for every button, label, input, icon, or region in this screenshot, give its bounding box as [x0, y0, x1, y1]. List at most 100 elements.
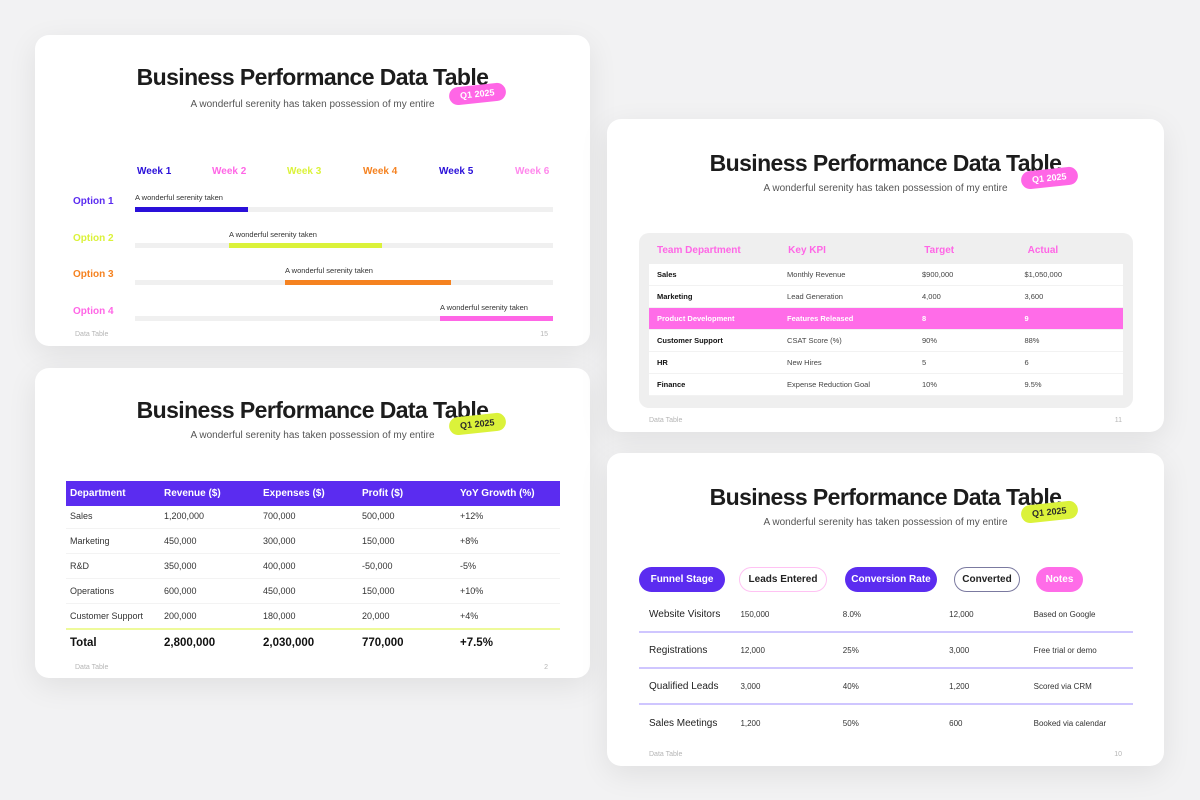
- cell: Operations: [70, 586, 115, 596]
- cell: Booked via calendar: [1033, 718, 1107, 728]
- cell: +10%: [460, 586, 484, 596]
- slide-subtitle: A wonderful serenity has taken possessio…: [763, 183, 1008, 194]
- table-row: Sales 1,200,000 700,000 500,000 +12%: [66, 504, 560, 529]
- option-label-2: Option 2: [73, 233, 114, 244]
- table-row: Customer Support 200,000 180,000 20,000 …: [66, 604, 560, 629]
- cell: 1,200: [740, 718, 761, 728]
- financial-slide[interactable]: Business Performance Data Table A wonder…: [35, 368, 590, 678]
- footer-label: Data Table: [75, 664, 109, 671]
- cell: Sales: [70, 511, 93, 521]
- cell: $900,000: [922, 270, 954, 279]
- week-label-3: Week 3: [287, 166, 322, 177]
- cell: 12,000: [949, 609, 974, 619]
- timeline-track-4: [135, 316, 553, 321]
- cell: 2,800,000: [164, 636, 216, 649]
- header-target: Target: [924, 245, 955, 256]
- cell: 9: [1024, 314, 1029, 323]
- cell: 3,000: [949, 645, 970, 655]
- funnel-slide[interactable]: Business Performance Data Table A wonder…: [607, 453, 1164, 766]
- cell: 20,000: [362, 611, 390, 621]
- cell: +12%: [460, 511, 484, 521]
- slide-title: Business Performance Data Table: [136, 64, 489, 90]
- timeline-bar-3[interactable]: [285, 280, 451, 285]
- timeline-track-2: [135, 243, 553, 248]
- slide-title: Business Performance Data Table: [136, 397, 489, 423]
- header-pill-leads-entered[interactable]: Leads Entered: [739, 567, 827, 592]
- cell: Expense Reduction Goal: [787, 380, 871, 389]
- week-label-2: Week 2: [212, 166, 247, 177]
- cell: Free trial or demo: [1033, 645, 1097, 655]
- header-key-kpi: Key KPI: [788, 245, 826, 256]
- cell: Sales Meetings: [649, 717, 718, 729]
- header-pill-converted[interactable]: Converted: [954, 567, 1020, 592]
- table-row: Finance Expense Reduction Goal 10% 9.5%: [649, 374, 1123, 396]
- cell: +4%: [460, 611, 479, 621]
- cell: 9.5%: [1024, 380, 1042, 389]
- kpi-table-card: Team Department Key KPI Target Actual Sa…: [639, 233, 1133, 408]
- cell: 1,200,000: [164, 511, 205, 521]
- header-department: Department: [70, 488, 126, 499]
- cell: Lead Generation: [787, 292, 843, 301]
- footer-label: Data Table: [649, 417, 683, 424]
- table-row: Marketing Lead Generation 4,000 3,600: [649, 286, 1123, 308]
- option-label-4: Option 4: [73, 306, 114, 317]
- timeline-bar-4[interactable]: [440, 316, 553, 321]
- cell: Total: [70, 636, 97, 649]
- page-number: 2: [544, 664, 548, 671]
- cell: 3,000: [740, 681, 761, 691]
- cell: 5: [922, 358, 927, 367]
- cell: 500,000: [362, 511, 395, 521]
- cell: 8.0%: [842, 609, 862, 619]
- cell: Registrations: [649, 644, 708, 656]
- kpi-slide[interactable]: Business Performance Data Table A wonder…: [607, 119, 1164, 432]
- cell: $1,050,000: [1024, 270, 1063, 279]
- header-pill-conversion-rate[interactable]: Conversion Rate: [845, 567, 937, 592]
- cell: Product Development: [657, 314, 735, 323]
- table-row: Qualified Leads 3,000 40% 1,200 Scored v…: [639, 669, 1133, 705]
- cell: +8%: [460, 536, 479, 546]
- cell: CSAT Score (%): [787, 336, 842, 345]
- timeline-track-1: [135, 207, 553, 212]
- week-label-1: Week 1: [137, 166, 172, 177]
- table-row: Customer Support CSAT Score (%) 90% 88%: [649, 330, 1123, 352]
- header-pill-funnel-stage[interactable]: Funnel Stage: [639, 567, 725, 592]
- table-row: Marketing 450,000 300,000 150,000 +8%: [66, 529, 560, 554]
- cell: 2,030,000: [263, 636, 315, 649]
- slide-subtitle: A wonderful serenity has taken possessio…: [190, 99, 435, 110]
- cell: 50%: [842, 718, 859, 728]
- cell: 300,000: [263, 536, 296, 546]
- footer-label: Data Table: [649, 751, 683, 758]
- cell: Based on Google: [1033, 609, 1096, 619]
- option-label-1: Option 1: [73, 196, 114, 207]
- cell: 450,000: [164, 536, 197, 546]
- cell: 400,000: [263, 561, 296, 571]
- cell: 450,000: [263, 586, 296, 596]
- table-row: HR New Hires 5 6: [649, 352, 1123, 374]
- timeline-bar-2[interactable]: [229, 243, 382, 248]
- table-row: Registrations 12,000 25% 3,000 Free tria…: [639, 633, 1133, 669]
- cell: 150,000: [740, 609, 770, 619]
- cell: -50,000: [362, 561, 393, 571]
- slide-subtitle: A wonderful serenity has taken possessio…: [763, 517, 1008, 528]
- cell: Marketing: [657, 292, 693, 301]
- header-pill-notes[interactable]: Notes: [1036, 567, 1083, 592]
- cell: Customer Support: [657, 336, 723, 345]
- cell: 770,000: [362, 636, 404, 649]
- cell: 1,200: [949, 681, 970, 691]
- cell: 200,000: [164, 611, 197, 621]
- table-row-highlighted: Product Development Features Released 8 …: [649, 308, 1123, 330]
- bar-label-4: A wonderful serenity taken: [440, 303, 528, 312]
- cell: 600: [949, 718, 963, 728]
- week-label-4: Week 4: [363, 166, 398, 177]
- header-yoy: YoY Growth (%): [460, 488, 535, 499]
- slide-title: Business Performance Data Table: [709, 484, 1062, 510]
- slide-subtitle: A wonderful serenity has taken possessio…: [190, 430, 435, 441]
- cell: HR: [657, 358, 668, 367]
- table-row: Website Visitors 150,000 8.0% 12,000 Bas…: [639, 597, 1133, 633]
- header-revenue: Revenue ($): [164, 488, 221, 499]
- page-number: 15: [540, 331, 548, 338]
- cell: Customer Support: [70, 611, 144, 621]
- cell: -5%: [460, 561, 477, 571]
- timeline-bar-1[interactable]: [135, 207, 248, 212]
- timeline-slide[interactable]: Business Performance Data Table A wonder…: [35, 35, 590, 346]
